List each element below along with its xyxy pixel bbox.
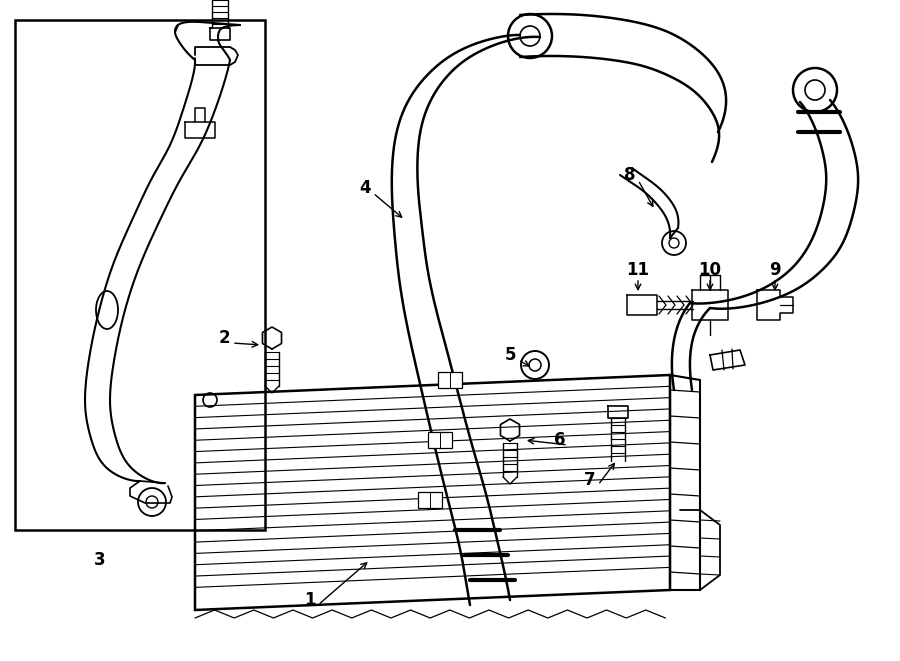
- Text: 8: 8: [625, 166, 635, 184]
- Text: 9: 9: [770, 261, 781, 279]
- Text: 3: 3: [94, 551, 106, 569]
- Bar: [428, 432, 452, 448]
- Bar: [418, 492, 442, 508]
- Text: 2: 2: [218, 329, 230, 347]
- Text: 7: 7: [584, 471, 596, 489]
- Text: 5: 5: [504, 346, 516, 364]
- Bar: [438, 372, 462, 388]
- Text: 1: 1: [304, 591, 316, 609]
- Text: 11: 11: [626, 261, 650, 279]
- Text: 10: 10: [698, 261, 722, 279]
- Text: 6: 6: [554, 431, 566, 449]
- Text: 4: 4: [359, 179, 371, 197]
- Bar: [15, 20, 265, 530]
